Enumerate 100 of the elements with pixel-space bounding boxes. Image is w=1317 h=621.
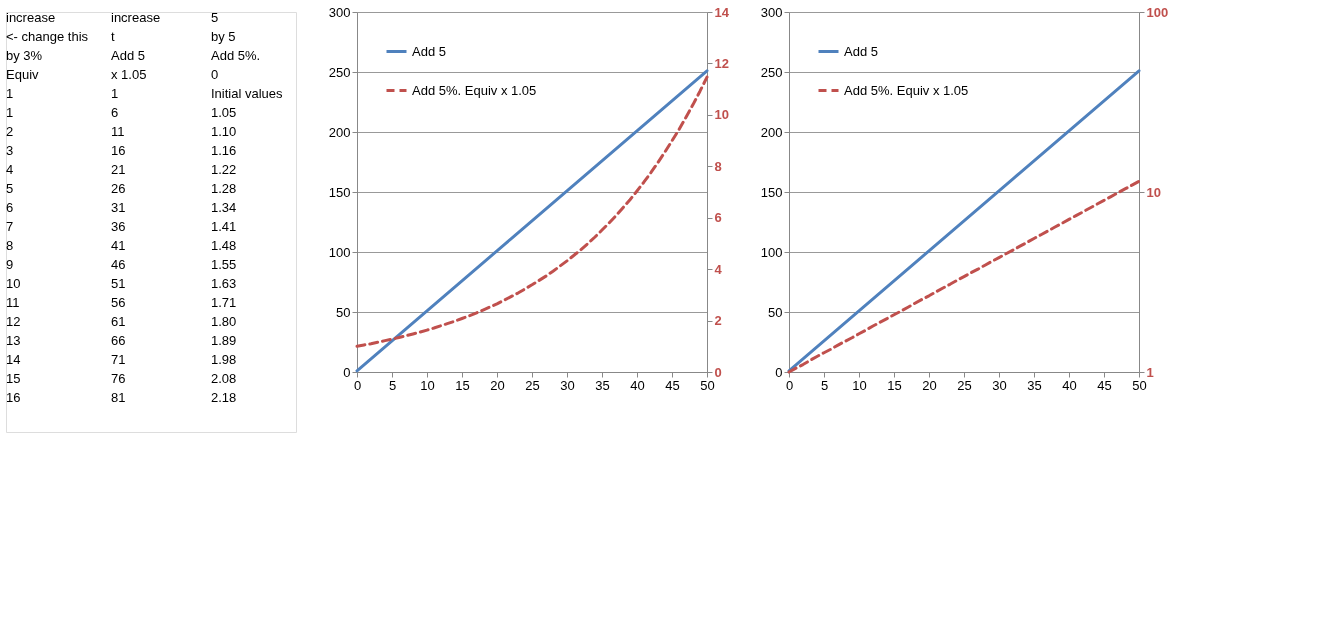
legend-label: Add 5%. Equiv x 1.05	[844, 82, 969, 98]
x-tick-label: 15	[455, 377, 470, 393]
x-tick-label: 40	[1062, 377, 1077, 393]
y-tick-label: 50	[768, 304, 783, 320]
text: <- change this	[6, 29, 89, 44]
x-tick-label: 10	[420, 377, 435, 393]
text: Initial values	[211, 86, 284, 101]
text: 1.80	[211, 314, 237, 329]
y2-tick-label: 10	[1146, 184, 1161, 200]
y-tick-label: 0	[775, 364, 783, 380]
text: Add 5%.	[211, 48, 261, 63]
text: 8	[6, 238, 14, 253]
text: 0	[211, 67, 219, 82]
text: 46	[111, 257, 126, 272]
text: 2	[6, 124, 14, 139]
text: 10	[6, 276, 21, 291]
text: 71	[111, 352, 126, 367]
text: 1.55	[211, 257, 237, 272]
text: 1.89	[211, 333, 237, 348]
y-tick-label: 250	[760, 64, 783, 80]
text: 3	[6, 143, 14, 158]
text: 5	[6, 181, 14, 196]
y-tick-label: 0	[343, 364, 351, 380]
text: 1.22	[211, 162, 237, 177]
y2-tick-label: 100	[1146, 4, 1169, 20]
text: 2.08	[211, 371, 237, 386]
x-tick-label: 50	[1132, 377, 1147, 393]
text: 76	[111, 371, 126, 386]
text: Equiv	[6, 67, 40, 82]
text: 7	[6, 219, 14, 234]
y-tick-label: 50	[336, 304, 351, 320]
text: 16	[111, 143, 126, 158]
legend-label: Add 5%. Equiv x 1.05	[412, 82, 537, 98]
y-tick-label: 250	[328, 64, 351, 80]
y2-tick-label: 8	[714, 158, 722, 174]
text: 66	[111, 333, 126, 348]
text: increase	[6, 10, 56, 25]
text: x 1.05	[111, 67, 147, 82]
y-tick-label: 300	[760, 4, 783, 20]
text: 13	[6, 333, 21, 348]
text: 1	[6, 86, 14, 101]
x-tick-label: 20	[490, 377, 505, 393]
text: 1.71	[211, 295, 237, 310]
text: 6	[111, 105, 119, 120]
legend-label: Add 5	[412, 43, 446, 59]
x-tick-label: 25	[957, 377, 972, 393]
text: 81	[111, 390, 126, 405]
x-tick-label: 5	[820, 377, 829, 393]
text: 56	[111, 295, 126, 310]
x-tick-label: 40	[630, 377, 645, 393]
x-tick-label: 35	[595, 377, 610, 393]
y-tick-label: 100	[760, 244, 783, 260]
x-tick-label: 20	[922, 377, 937, 393]
legend-label: Add 5	[844, 43, 878, 59]
text: 61	[111, 314, 126, 329]
y-tick-label: 150	[760, 184, 783, 200]
text: 2.18	[211, 390, 237, 405]
text: 26	[111, 181, 126, 196]
y2-tick-label: 4	[714, 261, 723, 277]
text: 1	[111, 86, 119, 101]
text: 1.10	[211, 124, 237, 139]
text: 31	[111, 200, 126, 215]
text: 1.63	[211, 276, 237, 291]
x-tick-label: 45	[665, 377, 680, 393]
text: 16	[6, 390, 21, 405]
y2-tick-label: 10	[714, 107, 729, 123]
text: 1.41	[211, 219, 237, 234]
x-tick-label: 0	[353, 377, 362, 393]
y-tick-label: 200	[760, 124, 783, 140]
text: t	[111, 29, 115, 44]
x-tick-label: 50	[700, 377, 715, 393]
text: 1.48	[211, 238, 237, 253]
x-tick-label: 10	[852, 377, 867, 393]
text: by 3%	[6, 48, 43, 63]
text: 4	[6, 162, 14, 177]
y-tick-label: 100	[328, 244, 351, 260]
y2-tick-label: 12	[714, 55, 729, 71]
text: 5	[211, 10, 219, 25]
text: 51	[111, 276, 126, 291]
text: 12	[6, 314, 21, 329]
x-tick-label: 25	[525, 377, 540, 393]
text: 6	[6, 200, 14, 215]
text: 1.98	[211, 352, 237, 367]
text: 14	[6, 352, 21, 367]
text: 21	[111, 162, 126, 177]
x-tick-label: 30	[992, 377, 1007, 393]
x-tick-label: 30	[560, 377, 575, 393]
text: 1.05	[211, 105, 237, 120]
y-tick-label: 300	[328, 4, 351, 20]
text: by 5	[211, 29, 236, 44]
text: increase	[111, 10, 161, 25]
text: 11	[111, 124, 125, 139]
text: 1	[6, 105, 14, 120]
text: 11	[6, 295, 20, 310]
x-tick-label: 0	[785, 377, 794, 393]
x-tick-label: 15	[887, 377, 902, 393]
text: 1.34	[211, 200, 237, 215]
text: 1.16	[211, 143, 237, 158]
y2-tick-label: 14	[714, 4, 730, 20]
y2-tick-label: 0	[714, 364, 722, 380]
